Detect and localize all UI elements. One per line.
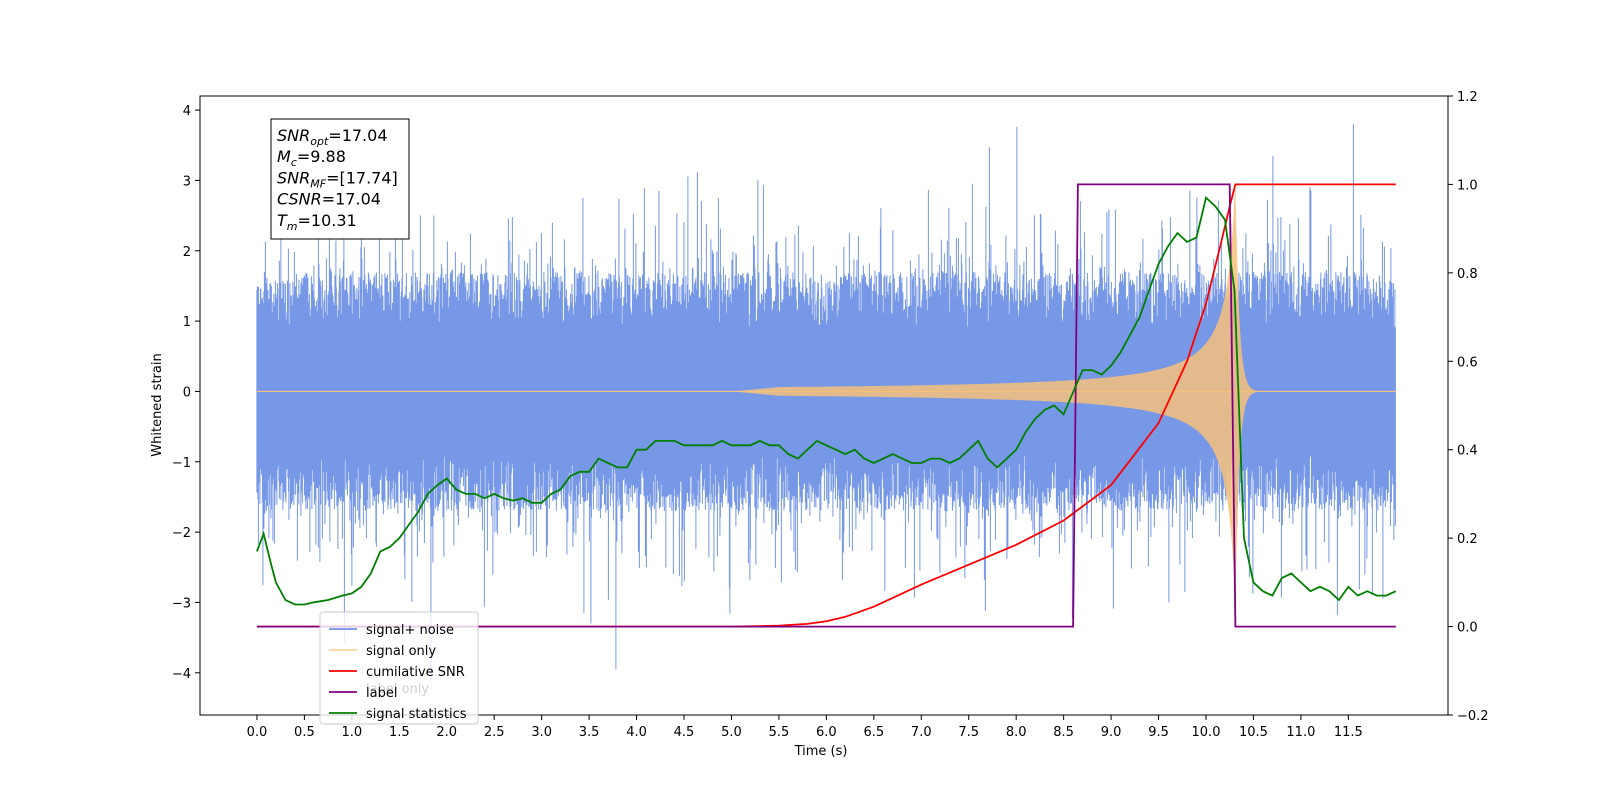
legend-entry-label: signal only	[366, 644, 436, 659]
y2-tick-label: 0.0	[1457, 621, 1478, 636]
x-tick-label: 2.0	[436, 725, 457, 740]
y-tick-label: 0	[183, 385, 191, 400]
x-tick-label: 10.0	[1192, 725, 1221, 740]
x-tick-label: 1.0	[342, 725, 363, 740]
info-box-line: Mc=9.88	[277, 147, 346, 169]
x-tick-label: 5.5	[769, 725, 790, 740]
info-box: SNRopt=17.04Mc=9.88SNRMF=[17.74]CSNR=17.…	[270, 118, 410, 240]
y2-tick-label: 0.2	[1457, 532, 1478, 547]
x-tick-label: 2.5	[484, 725, 505, 740]
x-axis: 0.0 0.5 1.0 1.5 2.0 2.5 3.0 3.5 4.0 4.5 5.0 5.5 6.0 6…	[247, 715, 1363, 740]
x-tick-label: 11.5	[1334, 725, 1363, 740]
info-box-frame	[270, 118, 410, 240]
x-tick-label: 0.5	[294, 725, 315, 740]
x-tick-label: 9.5	[1148, 725, 1169, 740]
y-axis-left: 4 3 2 1 0 −1 −2 −3 −4	[172, 104, 200, 682]
x-tick-label: 10.5	[1239, 725, 1268, 740]
y2-tick-label: −0.2	[1457, 709, 1489, 724]
x-tick-label: 8.0	[1006, 725, 1027, 740]
legend-entry-label: signal statistics	[366, 707, 467, 722]
y-tick-label: −4	[172, 667, 191, 682]
y-tick-label: −1	[172, 456, 191, 471]
info-box-line: CSNR=17.04	[277, 190, 381, 209]
legend-entry-label: signal+ noise	[366, 623, 454, 638]
x-tick-label: 6.0	[816, 725, 837, 740]
series-label-line	[256, 183, 1396, 628]
plot-area	[256, 124, 1397, 680]
y2-tick-label: 1.2	[1457, 90, 1478, 105]
info-box-line: Tm=10.31	[277, 211, 357, 233]
y-axis-label: Whitened strain	[150, 353, 165, 456]
x-tick-label: 6.5	[863, 725, 884, 740]
y2-tick-label: 0.4	[1457, 444, 1478, 459]
y-tick-label: 3	[183, 174, 191, 189]
legend: label only signal+ noise signal only cumila…	[319, 611, 479, 725]
x-tick-label: 0.0	[247, 725, 268, 740]
x-tick-label: 4.0	[626, 725, 647, 740]
legend-entry-label: label	[366, 686, 397, 701]
y-tick-label: 1	[183, 315, 191, 330]
legend-entry-label: cumilative SNR	[366, 665, 465, 680]
x-tick-label: 5.0	[721, 725, 742, 740]
x-tick-label: 3.0	[531, 725, 552, 740]
legend-frame	[319, 611, 479, 725]
y-tick-label: −2	[172, 526, 191, 541]
y2-tick-label: 0.8	[1457, 267, 1478, 282]
info-box-line: SNRMF=[17.74]	[277, 168, 398, 190]
series-cumulative-snr-line	[256, 183, 1396, 628]
x-tick-label: 4.5	[674, 725, 695, 740]
x-tick-label: 7.5	[958, 725, 979, 740]
series-signal-statistics-line	[256, 195, 1397, 606]
legend-overlap-text: label only	[366, 682, 429, 697]
x-tick-label: 1.5	[389, 725, 410, 740]
y-tick-label: 4	[183, 104, 191, 119]
plot-frame	[199, 95, 1449, 716]
x-tick-label: 11.0	[1286, 725, 1315, 740]
y2-tick-label: 1.0	[1457, 178, 1478, 193]
info-box-line: SNRopt=17.04	[277, 126, 388, 148]
x-tick-label: 8.5	[1053, 725, 1074, 740]
y2-tick-label: 0.6	[1457, 355, 1478, 370]
x-tick-label: 3.5	[579, 725, 600, 740]
y-tick-label: 2	[183, 245, 191, 260]
x-tick-label: 7.0	[911, 725, 932, 740]
y-axis-right: 1.2 1.0 0.8 0.6 0.4 0.2 0.0 −0.2	[1448, 90, 1489, 724]
y-tick-label: −3	[172, 596, 191, 611]
x-axis-label: Time (s)	[794, 744, 848, 759]
x-tick-label: 9.0	[1101, 725, 1122, 740]
